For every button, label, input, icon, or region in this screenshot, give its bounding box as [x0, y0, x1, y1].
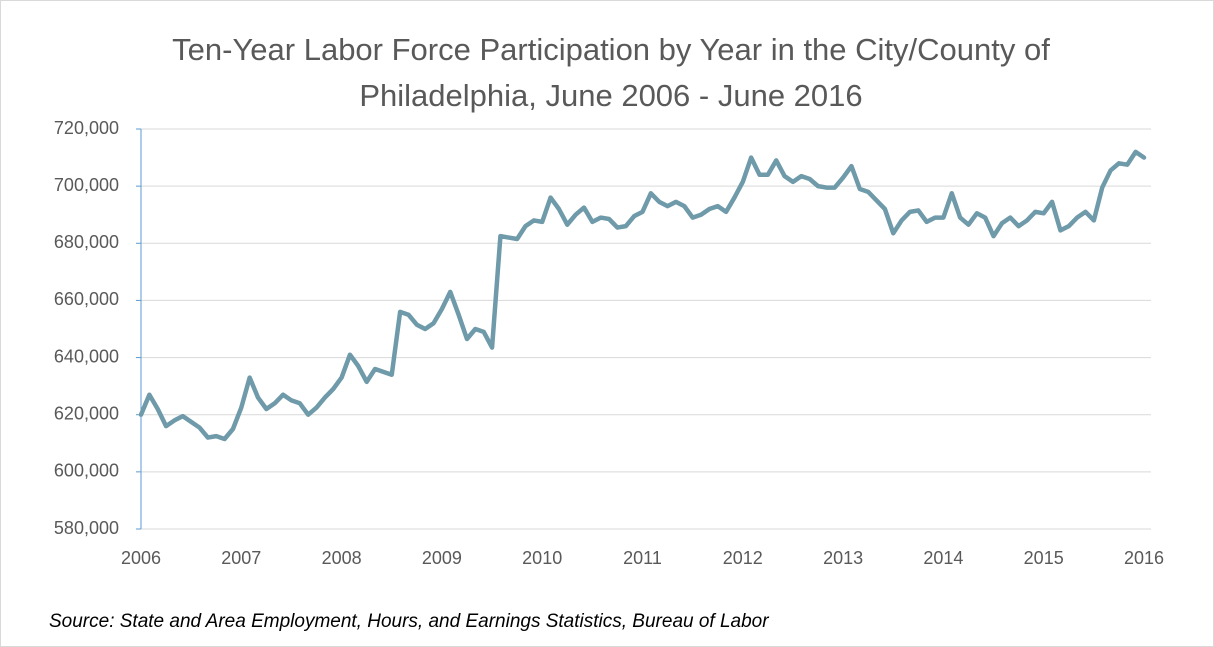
- y-tick-label: 720,000: [54, 118, 119, 138]
- x-tick-label: 2015: [1024, 548, 1064, 568]
- y-tick-label: 660,000: [54, 289, 119, 309]
- x-tick-label: 2016: [1124, 548, 1164, 568]
- x-tick-label: 2008: [322, 548, 362, 568]
- y-tick-label: 680,000: [54, 232, 119, 252]
- y-tick-label: 600,000: [54, 461, 119, 481]
- chart-title: Ten-Year Labor Force Participation by Ye…: [172, 32, 1050, 113]
- y-tick-label: 580,000: [54, 518, 119, 538]
- y-tick-label: 700,000: [54, 175, 119, 195]
- x-tick-label: 2009: [422, 548, 462, 568]
- x-tick-label: 2006: [121, 548, 161, 568]
- x-tick-label: 2014: [923, 548, 963, 568]
- x-tick-label: 2013: [823, 548, 863, 568]
- x-tick-label: 2011: [623, 548, 662, 568]
- data-line: [138, 149, 1147, 442]
- x-tick-label: 2010: [522, 548, 562, 568]
- y-tick-label: 640,000: [54, 346, 119, 366]
- y-tick-label: 620,000: [54, 403, 119, 423]
- x-tick-label: 2007: [221, 548, 261, 568]
- source-note: Source: State and Area Employment, Hours…: [49, 611, 769, 632]
- x-tick-label: 2012: [723, 548, 763, 568]
